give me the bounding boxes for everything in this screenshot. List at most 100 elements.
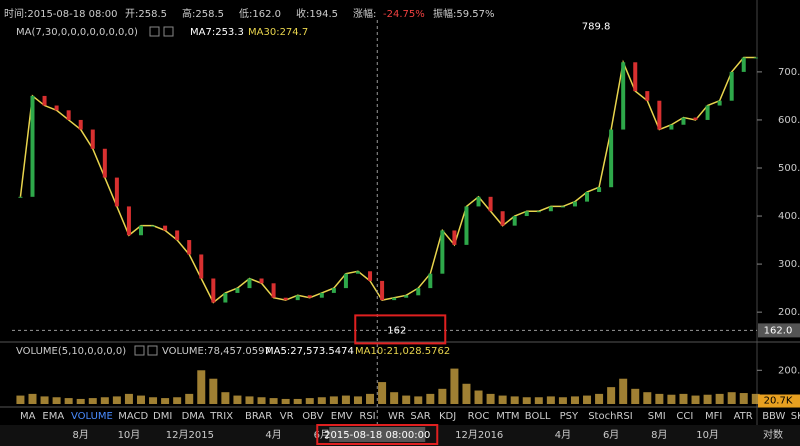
indicator-tab[interactable]: MACD — [118, 411, 148, 422]
indicator-tab[interactable]: PSY — [560, 411, 579, 422]
candle — [163, 225, 168, 231]
header: 时间:2015-08-18 08:00 开:258.5 高:258.5 低:162.0… — [4, 7, 495, 20]
change-label: 涨幅: — [353, 7, 376, 20]
icon[interactable] — [134, 345, 145, 356]
crosshair-y-label: 162.0 — [764, 325, 793, 336]
volume-bar — [40, 396, 49, 404]
candle — [187, 240, 192, 255]
indicator-tab[interactable]: RSI — [359, 411, 375, 422]
indicator-tab[interactable]: EMA — [42, 411, 64, 422]
volume-bar — [366, 393, 375, 404]
indicator-tab[interactable]: VOLUME — [71, 411, 113, 422]
volume-bar — [64, 398, 73, 404]
candle — [633, 62, 638, 92]
y-tick-label: 500.0 — [778, 163, 800, 174]
indicator-tab[interactable]: BRAR — [245, 411, 272, 422]
volume-bar — [233, 395, 242, 404]
candle — [114, 177, 119, 207]
indicator-tab[interactable]: SMI — [648, 411, 666, 422]
indicator-tab[interactable]: KDJ — [439, 411, 456, 422]
icon[interactable] — [147, 345, 158, 356]
volume-bar — [100, 397, 109, 404]
header-item: 开:258.5 — [125, 9, 167, 20]
volume-bar — [727, 392, 736, 404]
x-tick-label: 12月 — [166, 429, 189, 441]
amplitude: 振幅:59.57% — [433, 7, 495, 20]
indicator-tab[interactable]: StochRSI — [588, 411, 632, 422]
candle — [428, 273, 433, 289]
price-line — [19, 56, 756, 304]
candle — [669, 124, 674, 130]
indicator-tab[interactable]: DMA — [182, 411, 205, 422]
log-scale-toggle[interactable]: 对数 — [763, 428, 783, 441]
indicator-tab[interactable]: MFI — [705, 411, 722, 422]
volume-bar — [402, 395, 411, 404]
candle — [645, 91, 650, 101]
volume-params: VOLUME(5,10,0,0,0,0) — [16, 346, 126, 357]
candle — [500, 211, 505, 226]
volume-bar — [28, 393, 37, 404]
indicator-tab[interactable]: BOLL — [525, 411, 551, 422]
header-item: 高:258.5 — [182, 7, 224, 20]
volume-bar — [679, 393, 688, 404]
candle — [693, 117, 698, 120]
indicator-tab[interactable]: DMI — [153, 411, 172, 422]
candle — [476, 196, 481, 207]
candle — [621, 62, 626, 130]
candle — [609, 129, 614, 188]
candle — [90, 129, 95, 149]
volume-bar — [257, 397, 266, 404]
volume-bar — [631, 388, 640, 404]
candle — [319, 292, 324, 298]
indicator-tab[interactable]: MTM — [496, 411, 519, 422]
volume-bar — [691, 395, 700, 404]
candle — [283, 297, 288, 301]
point-label: 162 — [387, 325, 406, 336]
indicator-tab[interactable]: CCI — [676, 411, 693, 422]
volume-bar — [510, 396, 519, 404]
volume-bar — [52, 397, 61, 404]
x-tick-label: 10月 — [118, 429, 141, 441]
volume-bar — [583, 395, 592, 404]
indicator-tab[interactable]: BBW — [762, 411, 785, 422]
annotation: 789.8 — [582, 22, 611, 33]
candle — [18, 196, 23, 198]
candle — [488, 196, 493, 212]
y-tick-label: 200.0 — [778, 307, 800, 318]
volume-bar — [607, 387, 616, 404]
candle — [343, 273, 348, 289]
x-tick-label: 12月 — [455, 429, 478, 441]
volume-bar — [76, 398, 85, 404]
volume-label: VOLUME:78,457.0597 — [162, 346, 271, 357]
indicator-tab[interactable]: ATR — [734, 411, 753, 422]
header-item: 收:194.5 — [296, 7, 338, 20]
candle — [138, 225, 143, 236]
icon[interactable] — [163, 26, 174, 37]
volume-bar — [305, 398, 314, 404]
indicator-tab[interactable]: SAR — [410, 411, 430, 422]
icon[interactable] — [149, 26, 160, 37]
y-tick-label: 600.0 — [778, 115, 800, 126]
indicator-tab[interactable]: TRIX — [209, 411, 233, 422]
volume-bar — [173, 397, 182, 404]
indicator-tab[interactable]: OBV — [302, 411, 323, 422]
indicator-tab[interactable]: ROC — [468, 411, 490, 422]
indicator-tab[interactable]: EMV — [331, 411, 353, 422]
candle — [54, 105, 59, 111]
volume-bar — [209, 378, 218, 404]
indicator-tab[interactable]: MA — [20, 411, 36, 422]
volume-bar — [450, 368, 459, 404]
candle — [572, 201, 577, 207]
indicator-tab[interactable]: VR — [280, 411, 294, 422]
indicator-tab[interactable]: SKDJ — [791, 411, 800, 422]
indicator-tab[interactable]: WR — [388, 411, 405, 422]
candle — [223, 292, 228, 303]
volume-bar — [486, 393, 495, 404]
candle — [560, 206, 565, 208]
ma30-label: MA30:274.7 — [248, 27, 308, 38]
x-tick-label: 8月 — [651, 429, 667, 441]
candle — [729, 71, 734, 101]
candle — [199, 254, 204, 279]
volume-bar — [474, 390, 483, 404]
